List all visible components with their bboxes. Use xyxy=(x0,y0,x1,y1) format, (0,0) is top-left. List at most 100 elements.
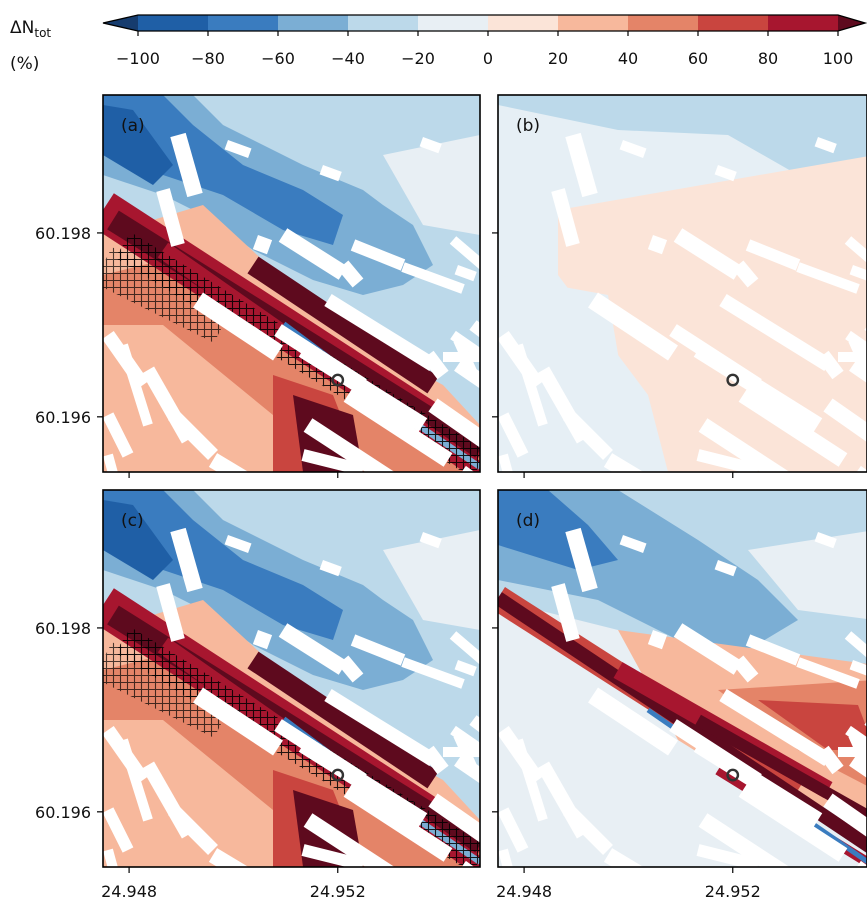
x-tick-label: 24.948 xyxy=(496,882,552,901)
building xyxy=(498,453,513,472)
colorbar-unit: (%) xyxy=(10,54,39,74)
panel-d: (d) 24.948 24.952 xyxy=(492,489,867,902)
building xyxy=(838,352,867,362)
building xyxy=(732,260,759,288)
building xyxy=(696,449,760,472)
building xyxy=(170,132,203,198)
building xyxy=(513,343,548,427)
building xyxy=(698,813,790,867)
building xyxy=(469,320,480,338)
building xyxy=(208,848,249,867)
building xyxy=(823,793,867,838)
building xyxy=(156,583,185,642)
building xyxy=(301,449,365,472)
building xyxy=(278,623,348,675)
building xyxy=(303,813,395,867)
colorbar-cell xyxy=(348,15,419,31)
building xyxy=(170,527,203,593)
colorbar-tick-label: 100 xyxy=(823,49,854,68)
panel-c: (c) 24.948 24.952 60.198 60.196 xyxy=(35,489,481,902)
building xyxy=(714,165,737,182)
panel-label: (a) xyxy=(121,116,145,136)
building xyxy=(551,583,580,642)
colorbar-tick-label: 0 xyxy=(483,49,493,68)
building xyxy=(745,634,801,666)
building xyxy=(234,885,296,902)
building xyxy=(422,745,449,775)
x-tick-label: 24.952 xyxy=(310,882,366,901)
building xyxy=(619,535,647,553)
building xyxy=(454,264,477,282)
buildings xyxy=(103,132,480,472)
heatmap-field xyxy=(103,95,480,472)
colorbar-cell xyxy=(418,15,489,31)
building xyxy=(796,657,860,689)
colorbar-tick-label: −80 xyxy=(191,49,225,68)
colorbar-cells xyxy=(138,15,839,31)
building xyxy=(719,294,832,371)
colorbar-cell xyxy=(278,15,349,31)
building xyxy=(647,235,668,255)
building xyxy=(844,631,867,658)
x-tick-label: 24.952 xyxy=(705,882,761,901)
measurement-site-marker xyxy=(726,373,740,387)
colorbar-tick-label: −100 xyxy=(116,49,160,68)
building xyxy=(419,137,442,154)
building xyxy=(443,747,480,757)
building xyxy=(252,235,273,255)
colorbar-tick-label: 20 xyxy=(548,49,568,68)
panel-b: (b) xyxy=(492,94,867,478)
building xyxy=(563,410,613,460)
colorbar-tick-label: 60 xyxy=(688,49,708,68)
building xyxy=(103,453,118,472)
building xyxy=(319,165,342,182)
building xyxy=(428,398,480,448)
building xyxy=(817,350,844,380)
building xyxy=(401,657,465,689)
building xyxy=(738,783,848,862)
building xyxy=(551,188,580,247)
heatmap-field xyxy=(498,95,867,472)
y-tick-label: 60.198 xyxy=(35,224,91,243)
colorbar-cell xyxy=(138,15,209,31)
building xyxy=(461,465,475,472)
building xyxy=(513,738,548,822)
building xyxy=(274,324,367,391)
building xyxy=(498,848,513,867)
panel-frame xyxy=(102,94,481,473)
colorbar-cell xyxy=(628,15,699,31)
panel-a: (a) 60.198 60.196 xyxy=(35,94,481,478)
building xyxy=(428,793,480,843)
y-tick-label: 60.198 xyxy=(35,619,91,638)
building xyxy=(168,805,218,855)
building xyxy=(565,527,598,593)
building xyxy=(823,398,867,443)
building xyxy=(838,747,867,757)
building xyxy=(856,860,867,867)
building xyxy=(738,388,848,467)
panels: (a) 60.198 60.196 (b) (c) 24.948 24.952 60.198 6… xyxy=(35,94,867,902)
building xyxy=(814,137,837,154)
building xyxy=(469,715,480,733)
building xyxy=(454,754,480,784)
measurement-site-marker xyxy=(726,768,740,782)
building xyxy=(303,418,395,472)
building xyxy=(553,880,613,902)
building xyxy=(817,745,844,775)
building xyxy=(449,236,480,270)
building xyxy=(454,660,477,677)
building xyxy=(619,140,647,158)
building xyxy=(629,885,691,902)
building xyxy=(118,738,153,822)
building xyxy=(224,140,252,158)
building xyxy=(324,294,437,371)
colorbar-cell xyxy=(208,15,279,31)
building xyxy=(814,532,837,549)
buildings xyxy=(103,527,480,902)
building xyxy=(696,844,760,867)
measurement-site-marker xyxy=(331,768,345,782)
building xyxy=(278,228,348,280)
building xyxy=(443,352,480,362)
building xyxy=(844,236,867,263)
